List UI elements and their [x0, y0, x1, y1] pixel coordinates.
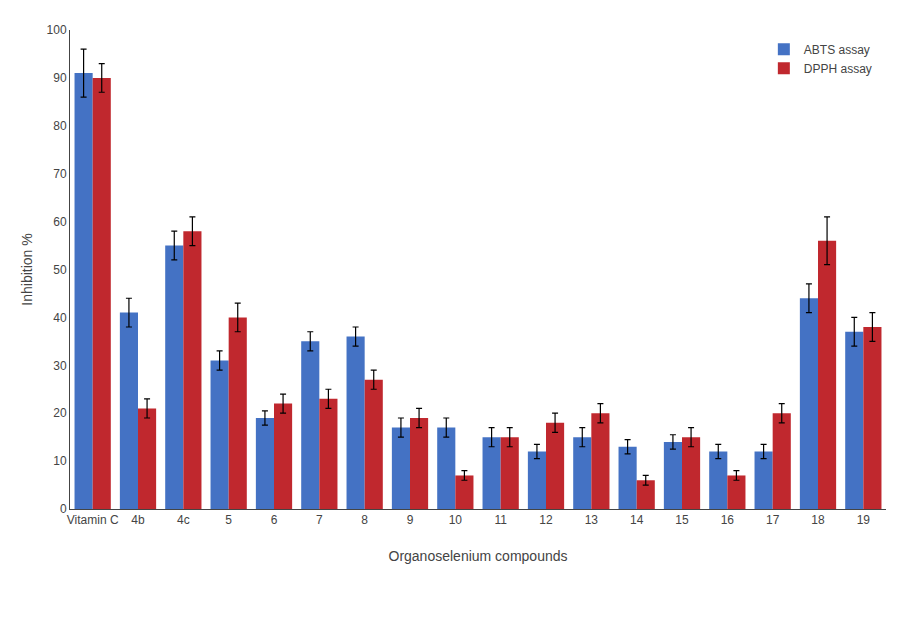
- svg-text:16: 16: [721, 513, 735, 527]
- svg-text:7: 7: [316, 513, 323, 527]
- svg-text:12: 12: [539, 513, 553, 527]
- svg-text:0: 0: [60, 502, 67, 516]
- svg-text:20: 20: [53, 406, 67, 420]
- svg-text:80: 80: [53, 119, 67, 133]
- svg-text:13: 13: [585, 513, 599, 527]
- svg-text:10: 10: [53, 454, 67, 468]
- svg-text:Inhibition %: Inhibition %: [19, 233, 35, 305]
- svg-text:9: 9: [407, 513, 414, 527]
- svg-text:15: 15: [675, 513, 689, 527]
- svg-text:DPPH assay: DPPH assay: [804, 62, 872, 76]
- svg-text:17: 17: [766, 513, 780, 527]
- svg-text:6: 6: [271, 513, 278, 527]
- svg-text:Organoselenium compounds: Organoselenium compounds: [389, 548, 568, 564]
- svg-text:70: 70: [53, 167, 67, 181]
- svg-text:ABTS assay: ABTS assay: [804, 43, 870, 57]
- svg-text:4b: 4b: [131, 513, 145, 527]
- svg-text:11: 11: [494, 513, 507, 527]
- svg-text:18: 18: [811, 513, 825, 527]
- svg-text:Vitamin C: Vitamin C: [67, 513, 119, 527]
- svg-text:14: 14: [630, 513, 644, 527]
- svg-text:19: 19: [857, 513, 871, 527]
- svg-text:5: 5: [225, 513, 232, 527]
- svg-text:50: 50: [53, 263, 67, 277]
- svg-text:100: 100: [47, 23, 67, 37]
- svg-text:90: 90: [53, 71, 67, 85]
- svg-text:4c: 4c: [177, 513, 190, 527]
- svg-text:60: 60: [53, 215, 67, 229]
- svg-text:40: 40: [53, 311, 67, 325]
- svg-text:8: 8: [361, 513, 368, 527]
- svg-text:10: 10: [449, 513, 463, 527]
- svg-text:30: 30: [53, 359, 67, 373]
